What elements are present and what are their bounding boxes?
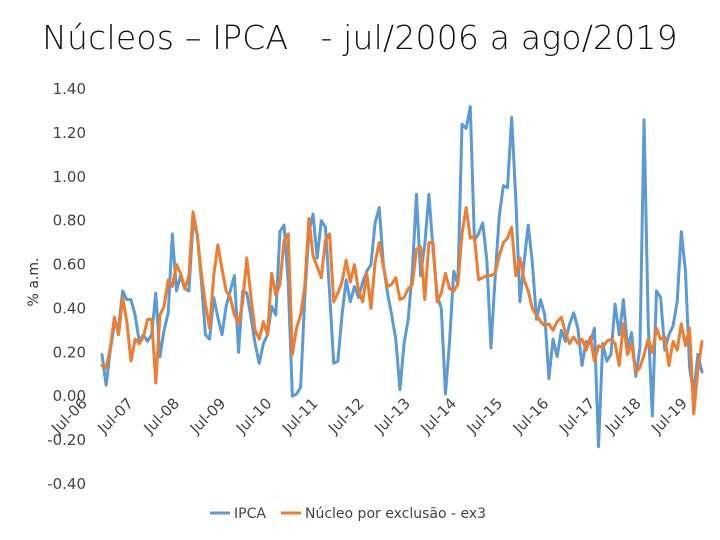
x-tick-label: Jul-09 bbox=[186, 394, 230, 438]
y-tick-label: -0.40 bbox=[47, 475, 86, 493]
series-line-nucleo-ex3 bbox=[100, 206, 704, 416]
y-tick-label: 1.00 bbox=[53, 168, 86, 186]
series-lines bbox=[100, 105, 704, 449]
x-tick-label: Jul-10 bbox=[232, 394, 276, 438]
y-tick-label: 0.00 bbox=[53, 387, 86, 405]
x-tick-label: Jul-17 bbox=[555, 394, 599, 438]
x-tick-label: Jul-16 bbox=[509, 394, 553, 438]
x-tick-label: Jul-18 bbox=[601, 394, 645, 438]
y-axis-ticks: 1.40 1.20 1.00 0.80 0.60 0.40 0.20 0.00 -0.20 -0.… bbox=[47, 80, 86, 493]
legend-label-ipca: IPCA bbox=[234, 506, 266, 522]
x-tick-label: Jul-14 bbox=[416, 394, 460, 438]
y-tick-label: 0.20 bbox=[53, 343, 86, 361]
y-tick-label: 0.80 bbox=[53, 212, 86, 230]
legend-label-nucleo-ex3: Núcleo por exclusão - ex3 bbox=[305, 506, 486, 522]
x-tick-label: Jul-07 bbox=[93, 394, 137, 438]
y-tick-label: 0.60 bbox=[53, 256, 86, 274]
y-tick-label: 0.40 bbox=[53, 299, 86, 317]
y-axis-label: % a.m. bbox=[26, 258, 42, 307]
x-tick-label: Jul-08 bbox=[140, 394, 184, 438]
x-tick-label: Jul-15 bbox=[463, 394, 507, 438]
legend: IPCA Núcleo por exclusão - ex3 bbox=[210, 506, 486, 522]
x-tick-label: Jul-13 bbox=[370, 394, 414, 438]
y-tick-label: 1.20 bbox=[53, 124, 86, 142]
y-tick-label: 1.40 bbox=[53, 80, 86, 98]
chart-title: Núcleos – IPCA - jul/2006 a ago/2019 bbox=[42, 18, 678, 57]
x-tick-label: Jul-11 bbox=[278, 394, 322, 438]
y-tick-label: -0.20 bbox=[47, 431, 86, 449]
x-axis-ticks: Jul-06 Jul-07 Jul-08 Jul-09 Jul-10 Jul-11 Jul-… bbox=[47, 394, 691, 438]
x-tick-label: Jul-12 bbox=[324, 394, 368, 438]
